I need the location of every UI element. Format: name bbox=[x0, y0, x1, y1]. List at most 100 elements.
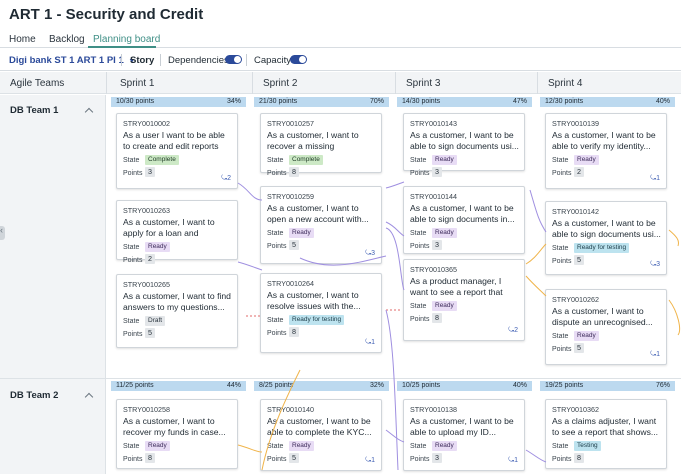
story-title: As a customer, I want to be able to uplo… bbox=[410, 416, 514, 437]
story-number: STRY0010362 bbox=[552, 405, 600, 414]
story-card[interactable]: STRY0010365 As a product manager, I want … bbox=[403, 259, 525, 341]
agile-teams-header: Agile Teams bbox=[10, 78, 65, 89]
state-label: State bbox=[267, 316, 284, 324]
dependency-line bbox=[668, 299, 681, 336]
capacity-percent: 44% bbox=[226, 382, 241, 389]
story-card[interactable]: STRY0010264 As a customer, I want to reso… bbox=[260, 273, 382, 353]
dependency-icon: ⤿ bbox=[650, 261, 657, 268]
column-divider bbox=[252, 72, 253, 94]
capacity-label: Capacity bbox=[254, 55, 291, 66]
dependency-count[interactable]: ⤿2 bbox=[508, 327, 518, 335]
state-label: State bbox=[410, 442, 427, 450]
tab-planning-board[interactable]: Planning board bbox=[93, 34, 161, 45]
story-card[interactable]: STRY0010140 As a customer, I want to be a… bbox=[260, 399, 382, 471]
story-card[interactable]: STRY0010002 As a user I want to be able t… bbox=[116, 113, 238, 189]
story-card[interactable]: STRY0010263 As a customer, I want to appl… bbox=[116, 200, 238, 264]
points-badge: 3 bbox=[432, 453, 442, 463]
dependency-count-value: 2 bbox=[227, 175, 231, 182]
dependency-line bbox=[237, 261, 263, 271]
points-badge: 3 bbox=[432, 167, 442, 177]
state-badge: Complete bbox=[289, 155, 323, 165]
dependency-line bbox=[385, 429, 405, 443]
state-label: State bbox=[552, 442, 569, 450]
dependency-count[interactable]: ⤿1 bbox=[365, 457, 375, 465]
state-label: State bbox=[267, 229, 284, 237]
story-card[interactable]: STRY0010257 As a customer, I want to reco… bbox=[260, 113, 382, 177]
dependency-count[interactable]: ⤿2 bbox=[221, 175, 231, 183]
story-number: STRY0010262 bbox=[552, 295, 600, 304]
capacity-bar: 19/25 points 76% bbox=[540, 381, 675, 391]
state-label: State bbox=[410, 302, 427, 310]
story-card[interactable]: STRY0010142 As a customer, I want to be a… bbox=[545, 201, 667, 275]
dependency-count[interactable]: ⤿1 bbox=[508, 457, 518, 465]
capacity-toggle[interactable] bbox=[290, 55, 307, 64]
view-type-story[interactable]: Story bbox=[130, 55, 155, 66]
column-header-row: Agile Teams Sprint 1 Sprint 2 Sprint 3 S… bbox=[0, 72, 681, 94]
capacity-bar: 10/25 points 40% bbox=[397, 381, 532, 391]
story-card[interactable]: STRY0010143 As a customer, I want to be a… bbox=[403, 113, 525, 177]
story-card[interactable]: STRY0010144 As a customer, I want to be a… bbox=[403, 186, 525, 254]
chevron-down-icon: ▼ bbox=[128, 58, 136, 65]
story-card[interactable]: STRY0010262 As a customer, I want to disp… bbox=[545, 289, 667, 365]
story-card[interactable]: STRY0010265 As a customer, I want to find… bbox=[116, 274, 238, 348]
toolbar: Digi bank ST 1 ART 1 PI 1 ▼ Story Depend… bbox=[0, 49, 681, 71]
state-badge: Ready bbox=[145, 242, 170, 252]
team-row-header: DB Team 1 bbox=[0, 95, 106, 378]
capacity-points: 8/25 points bbox=[259, 382, 294, 389]
dependency-count[interactable]: ⤿1 bbox=[650, 175, 660, 183]
state-badge: Complete bbox=[145, 155, 179, 165]
points-badge: 5 bbox=[289, 453, 299, 463]
story-number: STRY0010142 bbox=[552, 207, 600, 216]
story-number: STRY0010259 bbox=[267, 192, 315, 201]
capacity-percent: 32% bbox=[369, 382, 384, 389]
story-card[interactable]: STRY0010362 As a claims adjuster, I want … bbox=[545, 399, 667, 469]
points-badge: 8 bbox=[574, 453, 584, 463]
state-label: State bbox=[552, 156, 569, 164]
story-number: STRY0010263 bbox=[123, 206, 171, 215]
story-card[interactable]: STRY0010139 As a customer, I want to be a… bbox=[545, 113, 667, 189]
tab-backlog[interactable]: Backlog bbox=[49, 34, 85, 45]
active-tab-indicator bbox=[88, 46, 156, 48]
dependency-count[interactable]: ⤿1 bbox=[650, 351, 660, 359]
team-name: DB Team 2 bbox=[10, 390, 59, 401]
board-select[interactable]: Digi bank ST 1 ART 1 PI 1 ▼ bbox=[9, 55, 135, 66]
story-number: STRY0010139 bbox=[552, 119, 600, 128]
capacity-percent: 47% bbox=[512, 98, 527, 105]
story-number: STRY0010002 bbox=[123, 119, 171, 128]
dependency-count-value: 1 bbox=[656, 175, 660, 182]
dependencies-toggle[interactable] bbox=[225, 55, 242, 64]
state-label: State bbox=[123, 156, 140, 164]
dependency-count[interactable]: ⤿1 bbox=[365, 339, 375, 347]
dependency-count[interactable]: ⤿3 bbox=[365, 250, 375, 258]
chevron-up-icon[interactable] bbox=[84, 392, 94, 402]
story-title: As a customer, I want to open a new acco… bbox=[267, 203, 369, 224]
dependency-count-value: 1 bbox=[371, 339, 375, 346]
toolbar-divider bbox=[246, 54, 247, 66]
points-label: Points bbox=[410, 315, 430, 323]
points-badge: 5 bbox=[289, 240, 299, 250]
tab-home[interactable]: Home bbox=[9, 34, 36, 45]
state-label: State bbox=[123, 317, 140, 325]
points-badge: 5 bbox=[574, 255, 584, 265]
points-badge: 5 bbox=[145, 328, 155, 338]
team-separator bbox=[0, 378, 681, 379]
story-title: As a customer, I want to be able to sign… bbox=[410, 130, 519, 151]
dependency-count[interactable]: ⤿3 bbox=[650, 261, 660, 269]
state-badge: Ready bbox=[432, 155, 457, 165]
points-label: Points bbox=[552, 169, 572, 177]
capacity-bar: 21/30 points 70% bbox=[254, 97, 389, 107]
story-card[interactable]: STRY0010138 As a customer, I want to be a… bbox=[403, 399, 525, 471]
story-card[interactable]: STRY0010259 As a customer, I want to open… bbox=[260, 186, 382, 264]
capacity-bar: 8/25 points 32% bbox=[254, 381, 389, 391]
state-label: State bbox=[123, 442, 140, 450]
state-badge: Ready bbox=[432, 228, 457, 238]
dependency-icon: ⤿ bbox=[365, 250, 372, 257]
story-title: As a user I want to be able to create an… bbox=[123, 130, 225, 151]
team-row-header: DB Team 2 bbox=[0, 379, 106, 474]
story-card[interactable]: STRY0010258 As a customer, I want to reco… bbox=[116, 399, 238, 469]
collapse-sidebar-handle[interactable] bbox=[0, 225, 5, 240]
points-label: Points bbox=[552, 257, 572, 265]
story-number: STRY0010264 bbox=[267, 279, 315, 288]
dependency-line bbox=[237, 444, 263, 453]
chevron-up-icon[interactable] bbox=[84, 107, 94, 117]
